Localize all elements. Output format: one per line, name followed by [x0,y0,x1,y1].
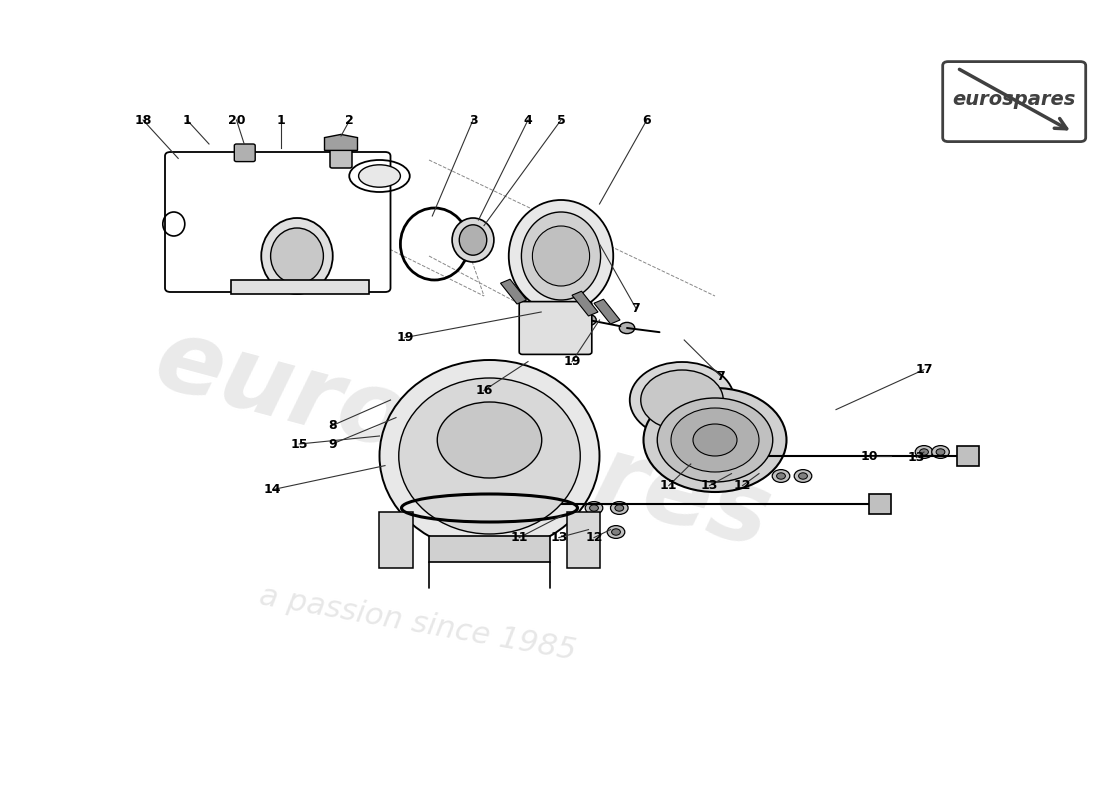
Text: 15: 15 [290,438,308,450]
FancyBboxPatch shape [519,302,592,354]
Circle shape [536,314,575,342]
Circle shape [581,314,596,326]
Circle shape [590,505,598,511]
Ellipse shape [379,360,600,552]
Circle shape [235,157,249,166]
Text: eurospares: eurospares [144,311,780,569]
Circle shape [698,428,732,452]
Text: 16: 16 [475,384,493,397]
Text: 19: 19 [396,331,414,344]
Text: 4: 4 [524,114,532,126]
Circle shape [915,446,933,458]
Text: 12: 12 [734,479,751,492]
Text: 13: 13 [701,479,718,492]
Circle shape [936,449,945,455]
Circle shape [612,529,620,535]
Ellipse shape [532,226,590,286]
FancyBboxPatch shape [234,144,255,162]
Circle shape [172,186,185,195]
Circle shape [689,451,702,461]
Bar [572,291,598,316]
Bar [957,446,979,466]
Circle shape [541,496,563,512]
Ellipse shape [644,388,786,492]
Ellipse shape [438,402,541,478]
FancyBboxPatch shape [165,152,390,292]
Ellipse shape [521,212,601,300]
Circle shape [546,499,559,509]
Circle shape [473,428,506,452]
Text: 3: 3 [469,114,477,126]
Text: 19: 19 [563,355,581,368]
Circle shape [684,448,706,464]
Text: 12: 12 [585,531,603,544]
Circle shape [660,384,704,416]
Text: 7: 7 [716,370,725,382]
Circle shape [585,502,603,514]
Ellipse shape [658,398,772,482]
Text: 2: 2 [345,114,354,126]
Text: 6: 6 [642,114,651,126]
Text: eurospares: eurospares [953,90,1076,109]
Polygon shape [324,134,358,150]
Circle shape [619,322,635,334]
Ellipse shape [271,228,323,284]
Circle shape [241,282,254,292]
Ellipse shape [262,218,332,294]
Circle shape [580,526,597,538]
Text: 14: 14 [264,483,282,496]
Ellipse shape [359,165,400,187]
FancyBboxPatch shape [330,149,352,168]
Ellipse shape [398,378,581,534]
Circle shape [345,282,359,292]
Circle shape [772,470,790,482]
Text: 8: 8 [328,419,337,432]
Circle shape [615,505,624,511]
Circle shape [531,310,547,322]
Text: 10: 10 [860,450,878,462]
Bar [429,536,550,562]
Text: 18: 18 [134,114,152,126]
Ellipse shape [640,370,724,430]
Text: 1: 1 [183,114,191,126]
Text: 17: 17 [915,363,933,376]
Circle shape [610,502,628,514]
Bar [231,280,368,294]
Bar [379,512,412,568]
Circle shape [920,449,928,455]
Text: 20: 20 [228,114,245,126]
Circle shape [584,529,593,535]
Ellipse shape [452,218,494,262]
Text: 13: 13 [908,451,925,464]
Text: 1: 1 [276,114,285,126]
Circle shape [777,473,785,479]
Bar [500,279,527,304]
Circle shape [263,282,276,292]
Text: 13: 13 [550,531,568,544]
Bar [869,494,891,514]
Text: 11: 11 [510,531,528,544]
Text: a passion since 1985: a passion since 1985 [257,582,579,666]
Ellipse shape [629,362,735,438]
Ellipse shape [508,200,614,312]
Circle shape [794,470,812,482]
Bar [566,512,600,568]
Circle shape [318,282,331,292]
Circle shape [932,446,949,458]
Text: 9: 9 [328,438,337,450]
Text: 11: 11 [660,479,678,492]
Bar [594,299,620,324]
Circle shape [607,526,625,538]
Circle shape [799,473,807,479]
Ellipse shape [671,408,759,472]
Ellipse shape [693,424,737,456]
Ellipse shape [460,225,486,255]
Text: 5: 5 [557,114,565,126]
Text: 7: 7 [631,302,640,314]
